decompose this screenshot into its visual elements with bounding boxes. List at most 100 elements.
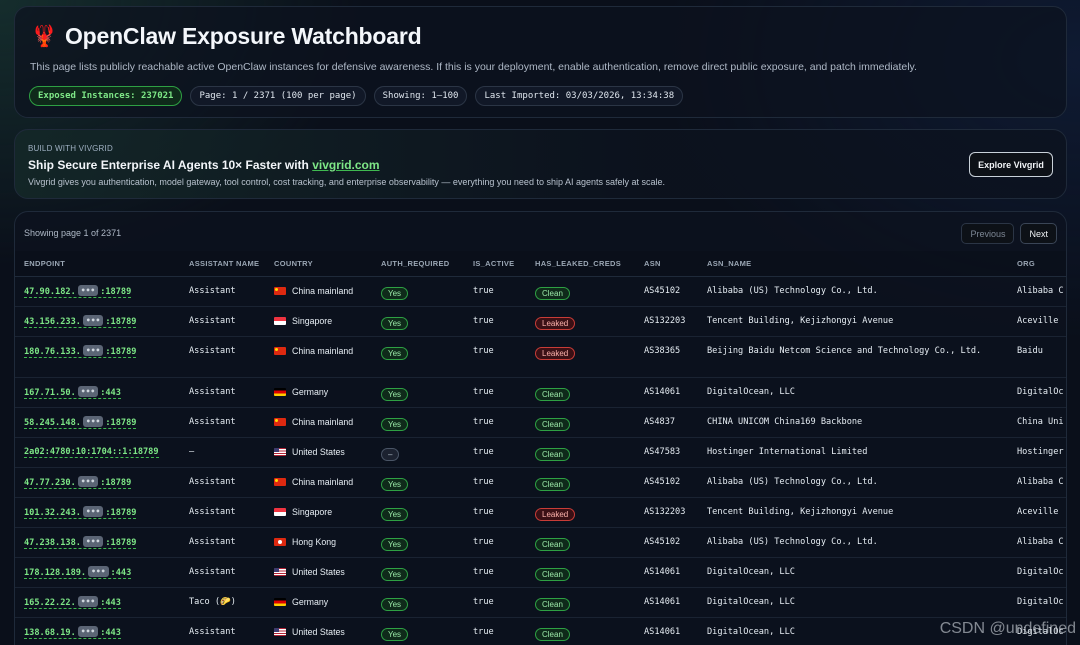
table-page-info: Showing page 1 of 2371 bbox=[24, 228, 122, 238]
leaked-status-badge: Clean bbox=[535, 447, 570, 461]
asn-name-value: Alibaba (US) Technology Co., Ltd. bbox=[707, 536, 878, 547]
endpoint-cell: 101.32.243. •••:18789 bbox=[15, 497, 180, 528]
endpoint-link[interactable]: 178.128.189. •••:443 bbox=[24, 565, 132, 579]
flag-icon bbox=[274, 417, 286, 426]
column-header[interactable]: ASN bbox=[635, 251, 698, 277]
org-value: DigitalOc bbox=[1017, 626, 1064, 637]
masked-octet: ••• bbox=[77, 625, 99, 637]
asn-cell: AS45102 bbox=[635, 467, 698, 498]
column-header[interactable]: IS_ACTIVE bbox=[464, 251, 526, 277]
table-row[interactable]: 180.76.133. •••:18789 Assistant China mainl… bbox=[15, 336, 1066, 378]
endpoint-link[interactable]: 165.22.22. •••:443 bbox=[24, 595, 121, 609]
column-header[interactable]: AUTH_REQUIRED bbox=[372, 251, 464, 277]
table-header-row: ENDPOINT ASSISTANT NAME COUNTRY AUTH_REQ… bbox=[15, 251, 1066, 277]
table-row[interactable]: 43.156.233. •••:18789 Assistant Singapore Ye… bbox=[15, 306, 1066, 337]
asn-name-cell: DigitalOcean, LLC bbox=[698, 617, 1008, 645]
asn-name-cell: Alibaba (US) Technology Co., Ltd. bbox=[698, 527, 1008, 558]
page-title-text: OpenClaw Exposure Watchboard bbox=[64, 23, 422, 49]
table-row[interactable]: 178.128.189. •••:443 Assistant United State… bbox=[15, 557, 1066, 588]
explore-vivgrid-button[interactable]: Explore Vivgrid bbox=[969, 152, 1053, 177]
assistant-name: Assistant bbox=[189, 566, 236, 577]
endpoint-prefix: 43.156.233. bbox=[24, 316, 81, 327]
auth-badge: Yes bbox=[381, 477, 409, 491]
asn-value: AS4837 bbox=[644, 416, 676, 427]
assistant-name-cell: Assistant bbox=[180, 306, 265, 337]
assistant-name: Assistant bbox=[189, 506, 236, 517]
org-value: Aceville bbox=[1017, 315, 1059, 326]
assistant-name: Assistant bbox=[189, 315, 236, 326]
endpoint-link[interactable]: 47.90.182. •••:18789 bbox=[24, 284, 132, 298]
asn-name-cell: Tencent Building, Kejizhongyi Avenue bbox=[698, 497, 1008, 528]
column-header[interactable]: HAS_LEAKED_CREDS bbox=[526, 251, 635, 277]
endpoint-prefix: 47.90.182. bbox=[24, 286, 76, 297]
column-header[interactable]: ENDPOINT bbox=[15, 251, 180, 277]
auth-badge: Yes bbox=[381, 567, 409, 581]
country-cell: China mainland bbox=[265, 467, 372, 498]
auth-badge: Yes bbox=[381, 417, 409, 431]
column-header[interactable]: ASSISTANT NAME bbox=[180, 251, 265, 277]
endpoint-link[interactable]: 43.156.233. •••:18789 bbox=[24, 314, 137, 328]
endpoint-port: :18789 bbox=[105, 346, 137, 357]
asn-name-value: Hostinger International Limited bbox=[707, 446, 868, 457]
leaked-creds-cell: Clean bbox=[526, 587, 635, 618]
leaked-creds-cell: Clean bbox=[526, 437, 635, 468]
table-row[interactable]: 58.245.148. •••:18789 Assistant China mainl… bbox=[15, 407, 1066, 438]
endpoint-link[interactable]: 180.76.133. •••:18789 bbox=[24, 344, 137, 358]
is-active-value: true bbox=[473, 596, 494, 607]
masked-octet: ••• bbox=[77, 385, 99, 397]
endpoint-cell: 138.68.19. •••:443 bbox=[15, 617, 180, 645]
asn-name-value: Tencent Building, Kejizhongyi Avenue bbox=[707, 315, 894, 326]
auth-required-cell: Yes bbox=[372, 467, 464, 498]
endpoint-link[interactable]: 167.71.50. •••:443 bbox=[24, 385, 121, 399]
table-row[interactable]: 165.22.22. •••:443 Taco (🌮) Germany Yes true C… bbox=[15, 587, 1066, 618]
next-button[interactable]: Next bbox=[1020, 223, 1057, 244]
instances-table-card: Showing page 1 of 2371 Previous Next END… bbox=[14, 211, 1067, 645]
is-active-cell: true bbox=[464, 617, 526, 645]
org-cell: Baidu bbox=[1008, 336, 1066, 378]
endpoint-port: :443 bbox=[100, 597, 121, 608]
auth-required-cell: Yes bbox=[372, 407, 464, 438]
asn-name-cell: CHINA UNICOM China169 Backbone bbox=[698, 407, 1008, 438]
table-row[interactable]: 167.71.50. •••:443 Assistant Germany Yes true… bbox=[15, 377, 1066, 408]
endpoint-cell: 2a02:4780:10:1704::1:18789 bbox=[15, 437, 180, 468]
country-name: China mainland bbox=[292, 285, 354, 296]
table-row[interactable]: 47.90.182. •••:18789 Assistant China mainla… bbox=[15, 276, 1066, 307]
table-row[interactable]: 138.68.19. •••:443 Assistant United States Y… bbox=[15, 617, 1066, 645]
table-row[interactable]: 47.77.230. •••:18789 Assistant China mainla… bbox=[15, 467, 1066, 498]
is-active-value: true bbox=[473, 536, 494, 547]
previous-button[interactable]: Previous bbox=[961, 223, 1015, 244]
leaked-status-badge: Clean bbox=[535, 537, 570, 551]
assistant-name: Assistant bbox=[189, 285, 236, 296]
is-active-cell: true bbox=[464, 276, 526, 307]
endpoint-link[interactable]: 2a02:4780:10:1704::1:18789 bbox=[24, 446, 159, 458]
country-name: China mainland bbox=[292, 476, 354, 487]
is-active-value: true bbox=[473, 345, 494, 356]
vivgrid-link[interactable]: vivgrid.com bbox=[312, 158, 380, 172]
endpoint-port: :18789 bbox=[100, 286, 132, 297]
endpoint-link[interactable]: 47.77.230. •••:18789 bbox=[24, 475, 132, 489]
country-cell: Germany bbox=[265, 587, 372, 618]
column-header[interactable]: ASN_NAME bbox=[698, 251, 1008, 277]
endpoint-cell: 167.71.50. •••:443 bbox=[15, 377, 180, 408]
table-row[interactable]: 101.32.243. •••:18789 Assistant Singapore Ye… bbox=[15, 497, 1066, 528]
endpoint-link[interactable]: 47.238.138. •••:18789 bbox=[24, 535, 137, 549]
table-row[interactable]: 2a02:4780:10:1704::1:18789 – United States… bbox=[15, 437, 1066, 468]
org-cell: Hostinger bbox=[1008, 437, 1066, 468]
is-active-value: true bbox=[473, 506, 494, 517]
endpoint-link[interactable]: 138.68.19. •••:443 bbox=[24, 625, 121, 639]
is-active-cell: true bbox=[464, 587, 526, 618]
column-header[interactable]: COUNTRY bbox=[265, 251, 372, 277]
flag-icon bbox=[274, 537, 286, 546]
table-row[interactable]: 47.238.138. •••:18789 Assistant Hong Kong Ye… bbox=[15, 527, 1066, 558]
endpoint-link[interactable]: 101.32.243. •••:18789 bbox=[24, 505, 137, 519]
country-cell: United States bbox=[265, 437, 372, 468]
masked-octet: ••• bbox=[77, 595, 99, 607]
org-cell: Alibaba C bbox=[1008, 467, 1066, 498]
country-cell: China mainland bbox=[265, 407, 372, 438]
endpoint-port: :443 bbox=[110, 567, 132, 578]
leaked-status-badge: Clean bbox=[535, 387, 570, 401]
endpoint-link[interactable]: 58.245.148. •••:18789 bbox=[24, 415, 137, 429]
lobster-logo-icon: 🦞 bbox=[31, 25, 57, 48]
column-header[interactable]: ORG bbox=[1008, 251, 1066, 277]
endpoint-port: :443 bbox=[100, 627, 121, 638]
